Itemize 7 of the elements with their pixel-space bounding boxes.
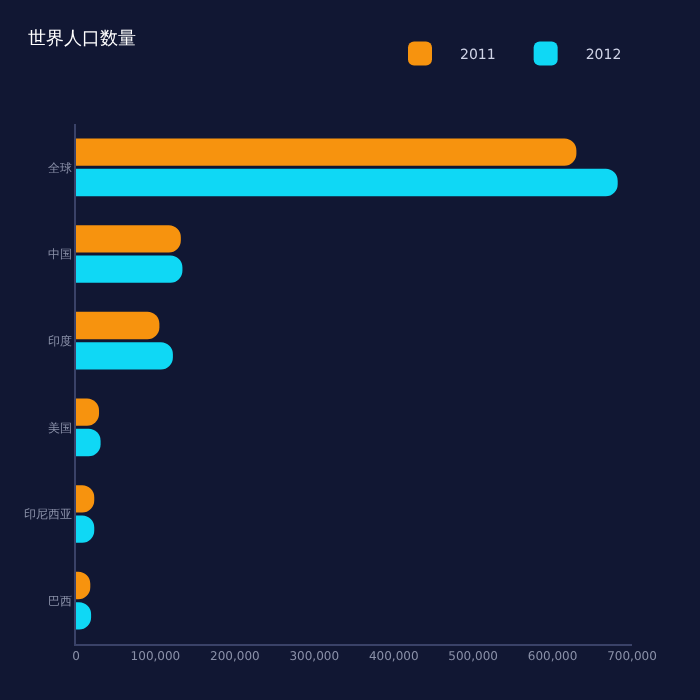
chart-title: 世界人口数量 [28, 28, 136, 51]
bar [76, 168, 618, 197]
bar [76, 255, 183, 283]
bar [76, 138, 577, 166]
bar [76, 342, 173, 370]
bar [76, 225, 181, 253]
bar [76, 311, 160, 340]
